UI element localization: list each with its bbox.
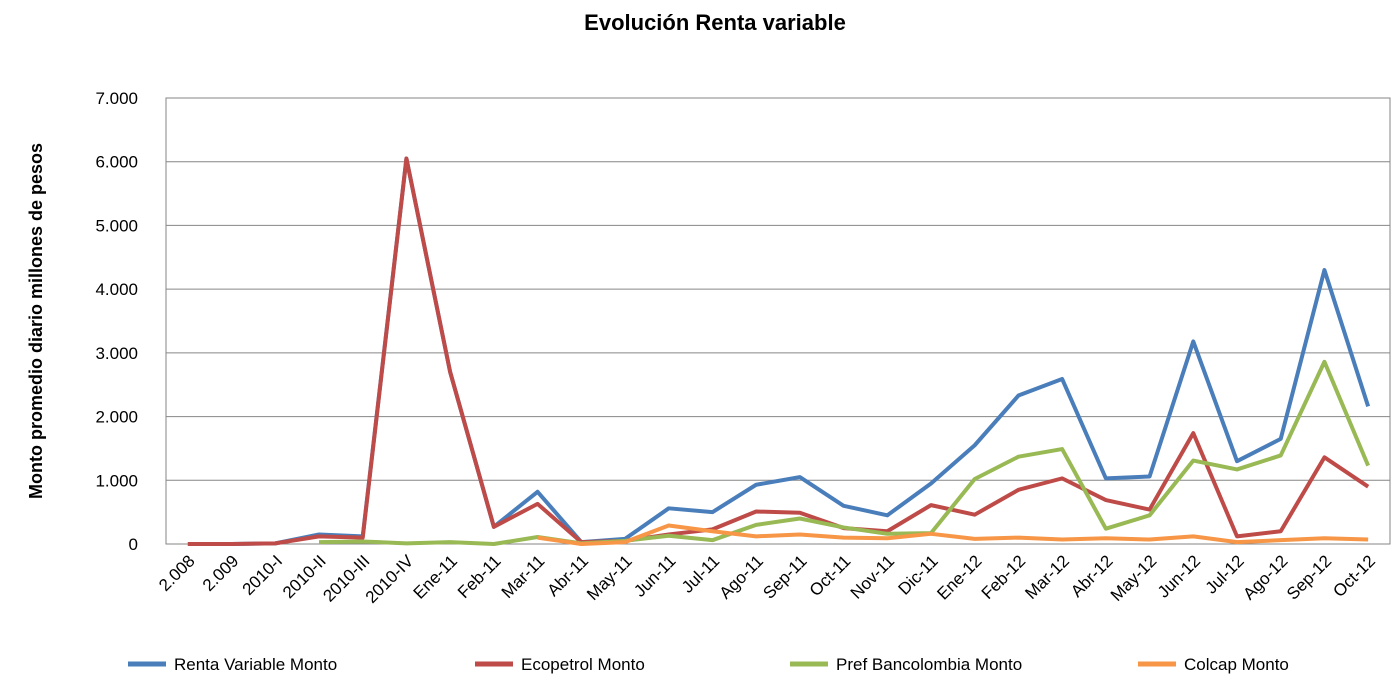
x-tick-label: 2010-I	[239, 551, 287, 599]
y-tick-label: 7.000	[95, 89, 138, 108]
x-tick-label: Jun-12	[1154, 551, 1204, 601]
legend-label: Pref Bancolombia Monto	[836, 655, 1022, 674]
x-tick-label: Ago-11	[716, 551, 767, 602]
x-tick-label: 2.009	[199, 551, 243, 595]
x-tick-label: Sep-11	[759, 551, 810, 602]
x-tick-label: Oct-12	[1329, 551, 1379, 601]
x-tick-label: May-12	[1107, 551, 1161, 605]
series-line	[187, 156, 1370, 546]
x-tick-label: Ene-11	[410, 551, 461, 602]
x-tick-label: Sep-12	[1283, 551, 1335, 603]
y-tick-label: 2.000	[95, 408, 138, 427]
series-line	[537, 523, 1369, 546]
chart-title: Evolución Renta variable	[584, 10, 846, 35]
legend-label: Renta Variable Monto	[174, 655, 337, 674]
y-tick-label: 6.000	[95, 153, 138, 172]
x-tick-label: Mar-12	[1021, 551, 1073, 603]
y-tick-label: 1.000	[95, 471, 138, 490]
y-tick-label: 5.000	[95, 216, 138, 235]
plot-border	[165, 97, 1391, 545]
x-tick-label: Feb-12	[978, 551, 1030, 603]
x-tick-label: Oct-11	[806, 551, 855, 600]
x-tick-label: Ago-12	[1239, 551, 1291, 603]
x-tick-label: May-11	[583, 551, 636, 604]
y-axis-title: Monto promedio diario millones de pesos	[26, 143, 46, 499]
series-line	[187, 156, 1371, 546]
x-tick-label: Ene-12	[933, 551, 985, 603]
x-tick-label: Jun-11	[630, 551, 679, 600]
legend-label: Ecopetrol Monto	[521, 655, 645, 674]
x-tick-label: Nov-11	[847, 551, 898, 602]
x-tick-label: Feb-11	[454, 551, 505, 602]
x-tick-label: 2.008	[155, 551, 199, 595]
y-tick-label: 0	[129, 535, 138, 554]
legend-label: Colcap Monto	[1184, 655, 1289, 674]
y-tick-label: 3.000	[95, 344, 138, 363]
x-tick-label: Mar-11	[498, 551, 549, 602]
y-tick-label: 4.000	[95, 280, 138, 299]
x-tick-label: 2010-IV	[362, 551, 418, 607]
series-line	[318, 359, 1370, 546]
